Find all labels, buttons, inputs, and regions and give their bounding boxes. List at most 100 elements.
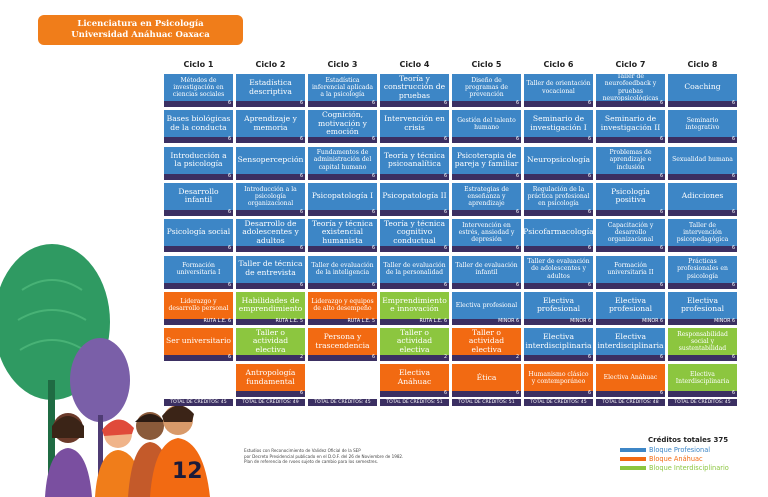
course-name: Neuropsicología (526, 154, 591, 164)
course-credits: 6 (524, 101, 593, 107)
course-credits: MINOR 6 (524, 318, 593, 325)
course-name: Intervención en crisis (384, 114, 445, 132)
course-credits: MINOR 6 (596, 318, 665, 325)
course-cell: Psicopatología I 6 (308, 182, 377, 216)
course-credits: RUTA L.E. 6 (164, 318, 233, 325)
course-cell: Teoría y técnica cognitivo conductual 6 (380, 219, 449, 253)
course-name: Electiva interdisciplinaria (525, 332, 592, 350)
course-cell: Taller o actividad electiva 2 (452, 328, 521, 362)
course-credits: 6 (380, 137, 449, 144)
course-credits: 6 (668, 282, 737, 289)
program-title-banner: Licenciatura en Psicología Universidad A… (38, 15, 243, 45)
course-cell: Electiva Anáhuac 6 (596, 364, 665, 398)
course-credits: 6 (668, 101, 737, 107)
note-line-1: Estudios con Reconocimiento de Validez O… (244, 448, 361, 453)
course-credits: 6 (380, 173, 449, 180)
course-cell: Introducción a la psicología organizacio… (236, 182, 305, 216)
course-cell: Responsabilidad social y sustentabilidad… (668, 328, 737, 362)
course-credits: 6 (380, 101, 449, 107)
course-credits: 6 (524, 282, 593, 289)
course-cell: Cognición, motivación y emoción 6 (308, 110, 377, 144)
cycle-header: Ciclo 4 (399, 60, 430, 69)
course-name: Ser universitario (166, 336, 231, 346)
course-name: Estadística descriptiva (249, 77, 292, 96)
course-name: Teoría y técnica cognitivo conductual (383, 219, 446, 245)
course-name: Seminario de investigación I (530, 114, 587, 132)
course-credits: 6 (380, 246, 449, 253)
course-cell: Sensopercepción 6 (236, 146, 305, 180)
cycle-total-credits: TOTAL DE CRÉDITOS: 51 (452, 398, 521, 406)
course-cell: Gestión del talento humano 6 (452, 110, 521, 144)
course-cell: Estadística descriptiva 6 (236, 74, 305, 107)
course-name: Introducción a la psicología (170, 150, 227, 169)
course-name: Seminario de investigación II (600, 114, 661, 132)
course-cell: Desarrollo infantil 6 (164, 182, 233, 216)
course-credits: 6 (668, 137, 737, 144)
course-name: Introducción a la psicología organizacio… (244, 185, 297, 207)
course-name: Electiva Interdisciplinaria (675, 370, 730, 385)
course-credits: 6 (236, 282, 305, 289)
course-credits: 6 (236, 137, 305, 144)
course-name: Emprendimiento e innovación (382, 295, 447, 314)
course-name: Ética (476, 372, 497, 382)
course-name: Sensopercepción (237, 154, 304, 164)
legend-swatch-interdisciplinario (620, 466, 646, 470)
course-cell: Teoría y técnica psicoanalítica 6 (380, 146, 449, 180)
course-credits: 6 (164, 137, 233, 144)
course-name: Formación universitaria II (607, 261, 654, 276)
course-credits: 6 (452, 246, 521, 253)
course-cell: Taller de evaluación de adolescentes y a… (524, 255, 593, 289)
course-cell: Psicología social 6 (164, 219, 233, 253)
course-credits: 6 (380, 282, 449, 289)
course-name: Taller de evaluación infantil (455, 261, 518, 276)
course-credits: 6 (524, 209, 593, 216)
course-cell: Electiva profesional MINOR 6 (668, 291, 737, 325)
course-name: Aprendizaje y memoria (244, 114, 297, 132)
course-cell: Psicoterapia de pareja y familiar 6 (452, 146, 521, 180)
course-cell: Habilidades de emprendimiento RUTA L.E. 5 (236, 291, 305, 325)
course-cell: Psicofarmacología 6 (524, 219, 593, 253)
course-cell: Electiva interdisciplinaria 6 (524, 328, 593, 362)
cycle-header: Ciclo 1 (183, 60, 214, 69)
course-cell: Psicología positiva 6 (596, 182, 665, 216)
course-credits: 6 (308, 209, 377, 216)
cycle-header: Ciclo 7 (615, 60, 646, 69)
course-credits: 6 (308, 355, 377, 362)
course-name: Electiva profesional (536, 295, 581, 314)
cycle-total-credits: TOTAL DE CRÉDITOS: 45 (668, 398, 737, 406)
course-name: Antropología fundamental (245, 368, 296, 386)
course-cell: Electiva profesional MINOR 6 (524, 291, 593, 325)
course-cell: Intervención en crisis 6 (380, 110, 449, 144)
course-credits: 6 (452, 137, 521, 144)
legend-swatch-anahuac (620, 457, 646, 461)
course-name: Métodos de investigación en ciencias soc… (172, 76, 225, 99)
legend-swatch-profesional (620, 448, 646, 452)
course-credits: 6 (164, 173, 233, 180)
course-cell: Liderazgo y desarrollo personal RUTA L.E.… (164, 291, 233, 325)
course-credits: 6 (236, 391, 305, 398)
course-name: Psicopatología I (311, 191, 374, 201)
course-cell: Taller de evaluación de la inteligencia 6 (308, 255, 377, 289)
course-credits: 6 (668, 246, 737, 253)
cycle-total-credits: TOTAL DE CRÉDITOS: 45 (164, 398, 233, 406)
course-credits: 6 (668, 209, 737, 216)
course-cell: Taller o actividad electiva 2 (236, 328, 305, 362)
course-name: Taller de evaluación de la personalidad (383, 261, 446, 276)
legend-label-interdisciplinario: Bloque Interdisciplinario (649, 464, 729, 472)
cycle-total-credits: TOTAL DE CRÉDITOS: 49 (236, 398, 305, 406)
course-name: Taller o actividad electiva (468, 328, 505, 354)
course-name: Taller de orientación vocacional (526, 80, 591, 95)
course-name: Taller o actividad electiva (396, 328, 433, 354)
course-cell: Electiva profesional MINOR 6 (452, 291, 521, 325)
legend-label-anahuac: Bloque Anáhuac (649, 455, 703, 463)
course-credits: 6 (164, 101, 233, 107)
course-name: Diseño de programas de prevención (465, 76, 508, 99)
course-cell: Antropología fundamental 6 (236, 364, 305, 398)
course-credits: 2 (236, 355, 305, 362)
course-cell: Introducción a la psicología 6 (164, 146, 233, 180)
svg-text:12: 12 (172, 459, 203, 484)
course-cell: Seminario integrativo 6 (668, 110, 737, 144)
course-name: Capacitación y desarrollo organizacional (607, 221, 654, 244)
curriculum-grid: Ciclo 1 Ciclo 2 Ciclo 3 Ciclo 4 Ciclo 5 Ciclo… (164, 60, 738, 425)
course-credits: 6 (380, 209, 449, 216)
